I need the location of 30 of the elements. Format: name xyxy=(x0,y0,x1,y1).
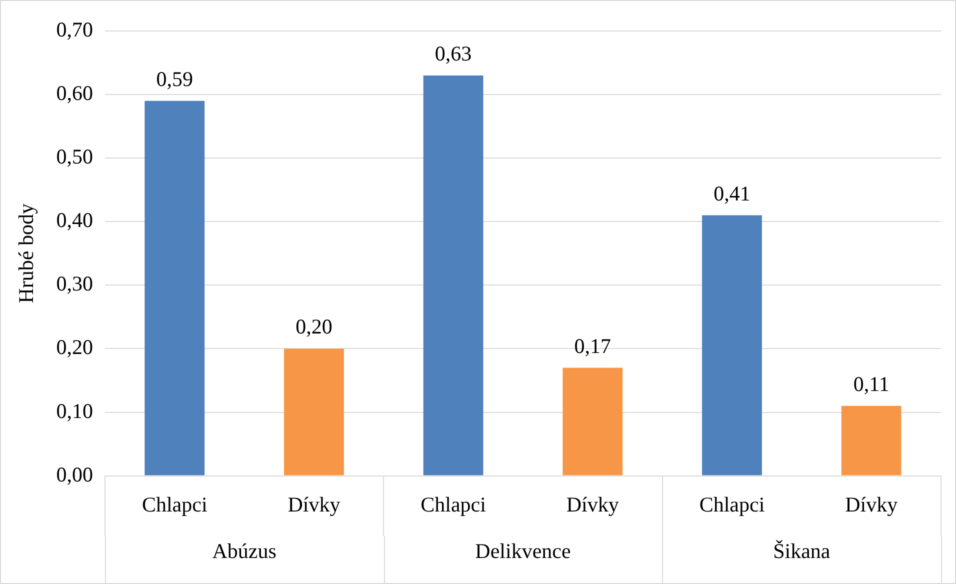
y-axis-title: Hrubé body xyxy=(14,203,38,304)
series-label: Chlapci xyxy=(699,492,765,516)
data-label: 0,11 xyxy=(853,372,890,396)
data-label: 0,17 xyxy=(574,334,612,358)
y-tick-label: 0,00 xyxy=(56,462,93,486)
text: Chlapci xyxy=(142,492,208,516)
text: Dívky xyxy=(845,492,898,516)
bar xyxy=(423,75,484,476)
y-tick-label: 0,20 xyxy=(56,335,93,360)
data-label: 0,41 xyxy=(714,181,750,206)
bar xyxy=(284,348,344,476)
x-tick-label: Abúzus xyxy=(212,538,276,563)
series-label: Dívky xyxy=(288,492,341,516)
bar xyxy=(841,406,902,476)
bar xyxy=(144,100,205,476)
x-tick-label: Šikana xyxy=(773,538,831,563)
y-tick-label: 0,40 xyxy=(56,208,93,232)
data-label: 0,63 xyxy=(434,41,472,66)
data-label: 0,59 xyxy=(156,66,193,91)
y-tick-label: 0,60 xyxy=(56,81,93,106)
y-tick-label: 0,50 xyxy=(56,144,93,169)
y-tick-label: 0,70 xyxy=(56,18,93,42)
text: Dívky xyxy=(566,492,619,516)
bar xyxy=(562,368,623,476)
bar xyxy=(702,215,762,476)
y-tick-label: 0,30 xyxy=(56,272,93,296)
text: Chlapci xyxy=(420,492,486,516)
x-tick-label: Delikvence xyxy=(475,538,571,563)
y-tick-label: 0,10 xyxy=(56,398,93,423)
data-label: 0,20 xyxy=(296,314,332,339)
